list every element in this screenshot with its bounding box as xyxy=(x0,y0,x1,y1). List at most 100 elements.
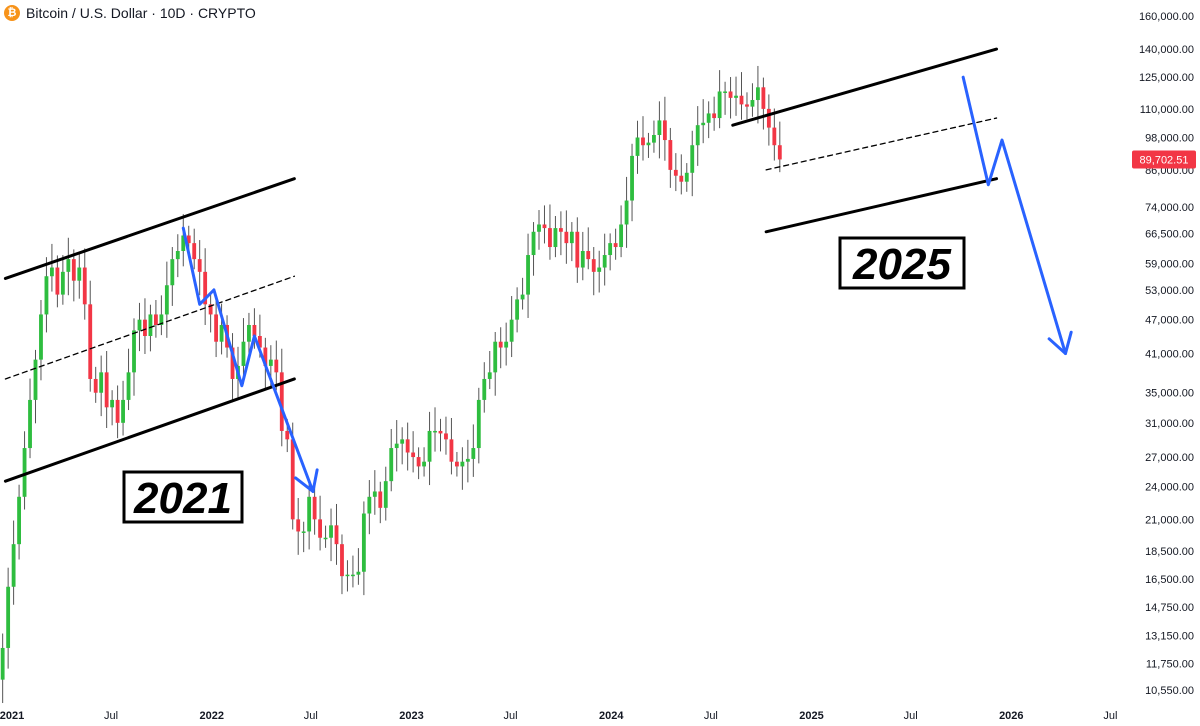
candle-body xyxy=(301,531,306,533)
candle-body xyxy=(55,267,60,295)
channel-2021-mid xyxy=(4,275,296,380)
candle-body xyxy=(263,347,268,366)
last-price-label: 89,702.51 xyxy=(1140,154,1189,166)
time-axis[interactable]: 2021 Jul 2022 Jul 2023 Jul 2024 Jul 2025 Jul 2026 J… xyxy=(0,704,1200,726)
channel-lines-layer xyxy=(3,47,999,483)
candle-body xyxy=(504,341,509,348)
candle-body xyxy=(723,91,727,93)
candle-body xyxy=(405,439,410,453)
candle-body xyxy=(761,87,766,109)
candle-body xyxy=(526,255,530,295)
candle-body xyxy=(553,228,558,248)
candle-body xyxy=(219,324,224,342)
candle-body xyxy=(635,137,640,156)
candle-body xyxy=(482,378,487,400)
candle-body xyxy=(411,452,416,458)
candle-body xyxy=(279,372,284,431)
bitcoin-icon: ₿ xyxy=(4,5,20,21)
candle-body xyxy=(257,336,262,348)
candle-body xyxy=(17,496,21,545)
candle-body xyxy=(137,319,142,331)
candle-body xyxy=(378,491,383,508)
candle-body xyxy=(438,430,443,434)
candle-body xyxy=(498,341,503,348)
last-price-badge xyxy=(1132,150,1196,169)
projection-arrow-2 xyxy=(961,75,1067,356)
candle-body xyxy=(679,175,684,182)
candle-body xyxy=(444,433,448,440)
price-tick-label: 27,000.00 xyxy=(1145,452,1194,464)
candle-body xyxy=(712,113,717,119)
candle-body xyxy=(608,243,613,256)
candle-body xyxy=(126,372,131,400)
channel-2025-upper xyxy=(731,47,999,127)
candle-body xyxy=(153,314,158,325)
price-tick-label: 98,000.00 xyxy=(1145,133,1194,145)
candle-body xyxy=(750,100,755,107)
projection-arrow-1 xyxy=(181,226,315,493)
candle-body xyxy=(93,378,98,393)
symbol-title-text: Bitcoin / U.S. Dollar · 10D · CRYPTO xyxy=(26,5,256,21)
label-2021-text: 2021 xyxy=(133,474,232,523)
candle-body xyxy=(268,359,273,366)
candle-body xyxy=(383,481,388,508)
candle-body xyxy=(652,134,656,143)
candle-body xyxy=(214,314,219,342)
time-tick-label: 2025 xyxy=(799,710,823,722)
candle-body xyxy=(230,347,235,379)
price-tick-label: 53,000.00 xyxy=(1145,285,1194,297)
candle-body xyxy=(394,443,399,449)
candle-body xyxy=(50,267,54,277)
price-tick-label: 24,000.00 xyxy=(1145,481,1194,493)
candle-body xyxy=(575,231,580,268)
price-axis-bg xyxy=(1130,0,1200,726)
symbol-title[interactable]: ₿ Bitcoin / U.S. Dollar · 10D · CRYPTO xyxy=(4,3,262,23)
candle-body xyxy=(591,259,596,272)
time-tick-label: 2026 xyxy=(999,710,1023,722)
label-2021-box: 2021 xyxy=(122,470,244,524)
time-tick-label: 2023 xyxy=(399,710,423,722)
candle-body xyxy=(433,430,437,433)
time-axis-bg xyxy=(0,704,1200,726)
candle-body xyxy=(329,525,333,538)
candle-body xyxy=(6,586,11,648)
candle-body xyxy=(548,228,552,248)
time-tick-label: 2021 xyxy=(0,710,24,722)
time-tick-label: Jul xyxy=(104,710,118,722)
candle-body xyxy=(613,243,618,248)
candle-body xyxy=(739,95,744,105)
candle-body xyxy=(449,439,454,462)
candle-body xyxy=(203,271,208,305)
candle-body xyxy=(766,108,771,128)
candle-body xyxy=(756,87,760,101)
arrow-head-1 xyxy=(294,468,319,493)
candle-body xyxy=(340,544,344,577)
price-tick-label: 41,000.00 xyxy=(1145,349,1194,361)
candle-body xyxy=(115,399,120,423)
time-tick-label: Jul xyxy=(904,710,918,722)
candle-body xyxy=(181,235,186,252)
price-tick-label: 13,150.00 xyxy=(1145,630,1194,642)
price-tick-label: 140,000.00 xyxy=(1139,44,1194,56)
candle-body xyxy=(690,145,695,173)
time-tick-label: 2024 xyxy=(599,710,624,722)
projection-arrows-layer xyxy=(181,75,1073,493)
candle-body xyxy=(487,372,492,379)
candle-body xyxy=(290,439,295,520)
candle-body xyxy=(28,399,32,449)
candle-body xyxy=(460,461,465,467)
candle-body xyxy=(208,304,213,315)
price-tick-label: 10,550.00 xyxy=(1145,685,1194,697)
price-axis[interactable]: 160,000.00 140,000.00 125,000.00 110,000.00… xyxy=(1130,0,1200,726)
candle-body xyxy=(717,91,722,119)
price-tick-label: 160,000.00 xyxy=(1139,11,1194,23)
price-tick-label: 14,750.00 xyxy=(1145,602,1194,614)
candle-body xyxy=(372,491,377,497)
candle-body xyxy=(285,430,290,440)
candle-body xyxy=(33,359,38,400)
candle-body xyxy=(777,145,782,160)
candle-body xyxy=(586,251,591,260)
candle-body xyxy=(351,574,355,577)
